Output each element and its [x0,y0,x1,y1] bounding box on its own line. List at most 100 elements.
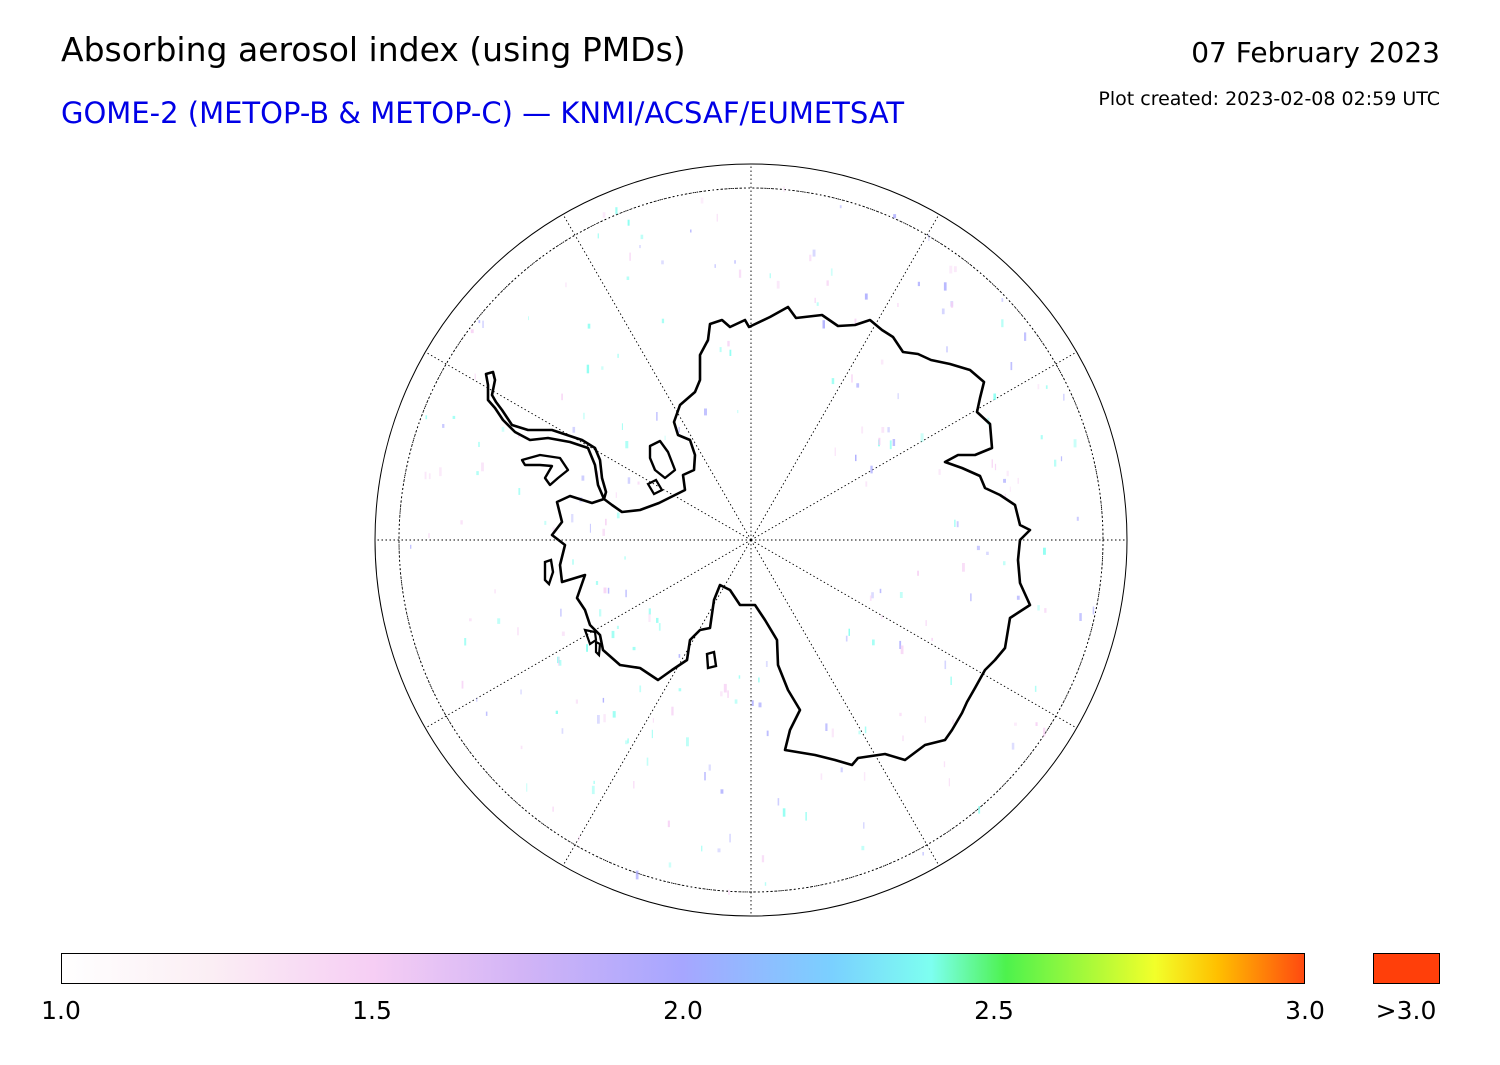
aerosol-speck [856,383,860,388]
aerosol-speck [452,415,456,419]
aerosol-speck [814,297,816,303]
aerosol-speck [869,595,872,601]
aerosol-speck [656,412,658,421]
aerosol-speck [825,723,828,731]
aerosol-speck [834,447,836,456]
aerosol-speck [897,393,899,400]
map-boundary [374,163,1128,917]
plot-created-label: Plot created: 2023-02-08 02:59 UTC [1098,88,1440,110]
aerosol-speck [758,677,760,683]
aerosol-speck [639,245,641,249]
aerosol-speck [478,441,480,447]
aerosol-speck [1043,727,1046,737]
meridian-line [425,351,752,541]
aerosol-speck [583,412,585,420]
aerosol-speck [461,680,464,689]
aerosol-speck [485,711,488,716]
aerosol-speck [1003,478,1006,483]
aerosol-speck [565,282,567,288]
aerosol-speck [950,676,952,685]
aerosol-speck [1054,459,1057,467]
aerosol-speck [526,783,528,792]
polar-map [374,163,1128,917]
aerosol-speck [872,639,875,646]
aerosol-speck [560,608,562,617]
carney-island [594,640,602,658]
aerosol-speck [602,697,605,703]
aerosol-speck [734,260,736,264]
aerosol-speck [822,320,825,329]
aerosol-speck [678,688,682,692]
aerosol-speck [738,675,741,679]
aerosol-speck [646,757,649,766]
aerosol-speck [1034,685,1037,692]
siple-island [583,628,598,646]
aerosol-speck [589,523,591,533]
aerosol-speck [597,715,600,724]
aerosol-speck [607,587,610,594]
aerosol-speck [460,520,463,525]
aerosol-speck [897,303,899,307]
aerosol-speck [943,761,946,768]
aerosol-speck [587,323,591,329]
aerosol-speck [708,764,711,771]
aerosol-speck [1045,385,1048,389]
aerosol-speck [1073,439,1077,448]
aerosol-speck [625,740,628,745]
aerosol-speck [625,441,629,449]
aerosol-speck [840,767,843,773]
aerosol-speck [729,833,731,843]
aerosol-speck [994,463,997,471]
aerosol-speck [442,424,445,428]
aerosol-speck [704,772,706,781]
aerosol-speck [601,366,604,370]
aerosol-speck [602,528,605,536]
aerosol-speck [855,454,857,462]
aerosol-speck [517,627,519,636]
aerosol-speck [1060,456,1063,462]
aerosol-speck [777,798,780,806]
aerosol-speck [464,638,467,646]
meridian-line [562,214,752,541]
aerosol-speck [1076,516,1079,521]
aerosol-speck [864,726,867,734]
aerosol-speck [616,625,619,629]
aerosol-specks [410,186,1095,895]
aerosol-speck [871,592,874,599]
aerosol-speck [845,635,848,642]
aerosol-speck [858,730,861,735]
aerosol-speck [425,415,428,420]
aerosol-speck [599,609,602,617]
aerosol-speck [591,785,595,795]
aerosol-speck [941,308,945,315]
aerosol-speck [879,588,882,594]
aerosol-speck [520,745,523,750]
aerosol-speck [970,593,972,602]
aerosol-speck [924,716,926,723]
aerosol-speck [700,197,704,204]
aerosol-speck [1037,384,1040,390]
aerosol-speck [854,318,857,325]
aerosol-speck [656,617,659,623]
aerosol-speck [627,219,630,226]
aerosol-speck [776,280,780,289]
aerosol-speck [497,618,501,624]
aerosol-speck [978,806,981,814]
colorbar-tick-label: 3.0 [1285,996,1325,1025]
aerosol-speck [520,689,522,695]
aerosol-speck [928,234,930,241]
aerosol-speck [761,855,765,863]
aerosol-speck [892,439,896,446]
aerosol-speck [501,426,505,432]
aerosol-speck [863,822,865,829]
aerosol-speck [839,205,842,209]
aerosol-speck [870,465,873,474]
aerosol-speck [474,373,476,380]
aerosol-speck [954,519,956,527]
aerosol-speck [931,637,933,641]
aerosol-speck [575,699,578,704]
aerosol-speck [831,728,834,738]
colorbar-tick-label: 1.0 [41,996,81,1025]
aerosol-speck [617,353,619,358]
aerosol-speck [1043,547,1046,555]
